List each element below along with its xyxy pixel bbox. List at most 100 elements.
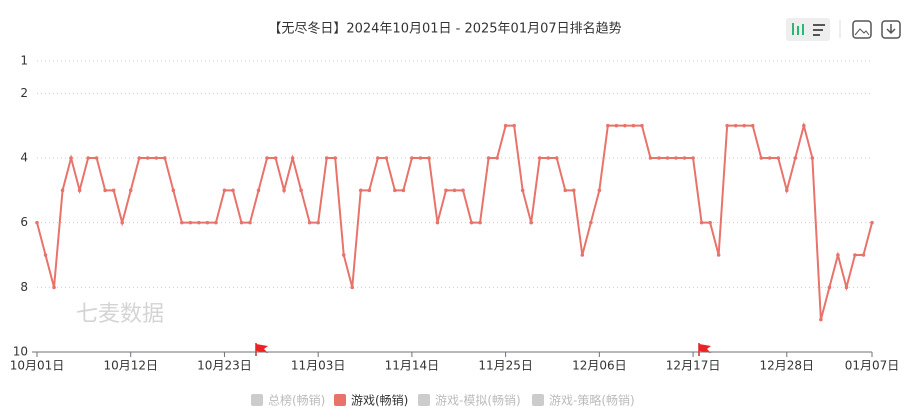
point (554, 156, 559, 160)
x-tick-label: 12月28日 (760, 359, 815, 373)
point (580, 253, 585, 257)
point (290, 156, 295, 160)
x-tick-label: 11月03日 (291, 359, 346, 373)
x-tick-label: 10月01日 (10, 359, 65, 373)
icon (886, 24, 896, 35)
y-tick-label: 1 (20, 54, 28, 68)
point (742, 123, 746, 128)
point (171, 188, 176, 193)
point (631, 123, 636, 128)
point (350, 285, 355, 290)
y-tick-label: 10 (13, 345, 28, 359)
point (716, 253, 721, 257)
point (299, 188, 303, 193)
point (853, 253, 857, 257)
point (410, 156, 414, 160)
point (793, 156, 798, 160)
point (759, 156, 764, 160)
legend-item[interactable]: 游戏(畅销) (334, 394, 408, 408)
x-tick-label: 11月14日 (385, 359, 440, 373)
event-flag (698, 343, 711, 356)
point (844, 285, 849, 290)
icon (802, 24, 804, 35)
icon (854, 28, 870, 36)
point (248, 220, 252, 225)
point (137, 156, 142, 160)
point (256, 188, 261, 193)
point (393, 188, 397, 193)
point (784, 188, 789, 193)
point (640, 123, 644, 128)
legend-item[interactable]: 总榜(畅销) (251, 393, 325, 408)
point (163, 156, 167, 160)
point (239, 220, 244, 225)
y-tick-label: 8 (20, 280, 28, 294)
point (197, 220, 201, 225)
point (60, 188, 65, 193)
point (486, 156, 491, 160)
point (827, 285, 832, 290)
watermark: 七麦数据 (76, 302, 164, 327)
legend-item[interactable]: 游戏-模拟(畅销) (418, 394, 521, 408)
event-flag (255, 343, 268, 356)
point (776, 156, 781, 160)
point (537, 156, 542, 160)
icon (813, 29, 823, 31)
icon (813, 24, 825, 26)
point (708, 220, 712, 225)
point (691, 156, 695, 160)
point (273, 156, 278, 160)
point (52, 285, 56, 290)
y-tick-label: 2 (20, 86, 28, 100)
point (333, 156, 338, 160)
point (324, 156, 329, 160)
x-tick-label: 01月07日 (845, 359, 900, 373)
point (376, 156, 380, 160)
icon (792, 23, 794, 35)
legend-label: 游戏-策略(畅销) (549, 393, 635, 408)
toolbar (786, 18, 901, 41)
y-tick-label: 4 (20, 151, 28, 165)
point (316, 220, 320, 225)
point (571, 188, 576, 193)
y-tick-label: 6 (20, 215, 28, 229)
legend-swatch (251, 394, 263, 406)
point (128, 188, 133, 193)
point (589, 220, 593, 225)
point (819, 317, 823, 322)
legend-item[interactable]: 游戏-策略(畅销) (532, 393, 635, 408)
save-image[interactable] (852, 20, 872, 39)
legend-label: 游戏-模拟(畅销) (435, 394, 521, 408)
x-tick-label: 12月17日 (666, 359, 721, 373)
point (520, 188, 525, 193)
point (427, 156, 431, 160)
point (231, 188, 235, 193)
point (401, 188, 406, 193)
point (657, 156, 661, 160)
point (546, 156, 551, 160)
point (478, 220, 482, 225)
point (802, 123, 806, 128)
point (452, 188, 457, 193)
point (614, 123, 619, 128)
legend-swatch (334, 394, 346, 406)
point (205, 220, 210, 225)
legend-label: 总榜(畅销) (268, 393, 325, 408)
point (563, 188, 568, 193)
point (861, 253, 866, 257)
point (810, 156, 815, 160)
chart-title: 【无尽冬日】2024年10月01日 - 2025年01月07日排名趋势 (268, 21, 621, 37)
x-tick-label: 10月23日 (197, 359, 252, 373)
point (682, 156, 687, 160)
point (77, 188, 82, 193)
icon (797, 26, 799, 35)
point (188, 220, 193, 225)
point (767, 156, 772, 160)
point (503, 123, 508, 128)
download[interactable] (881, 20, 901, 39)
point (282, 188, 286, 193)
point (94, 156, 99, 160)
point (86, 156, 90, 160)
point (674, 156, 678, 160)
